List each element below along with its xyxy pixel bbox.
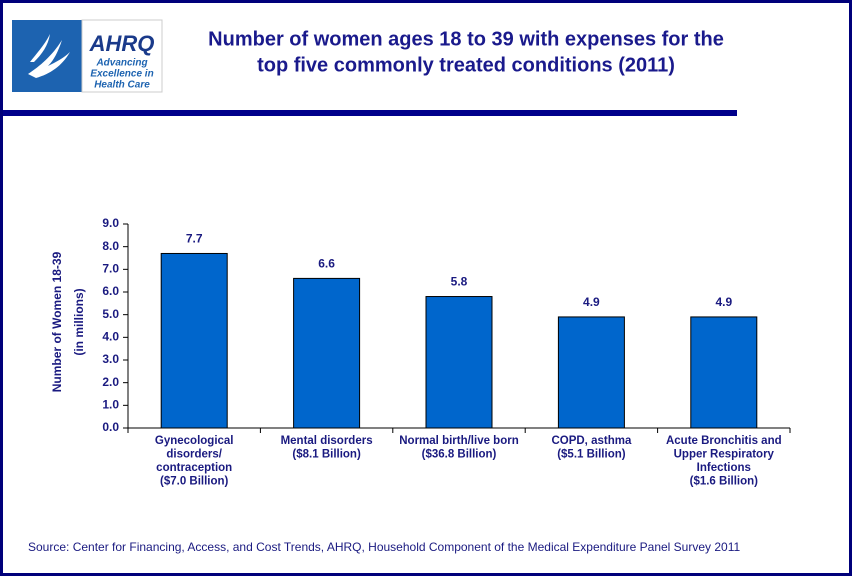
x-tick-label: Upper Respiratory xyxy=(674,449,775,461)
y-tick-label: 9.0 xyxy=(102,216,119,230)
bar xyxy=(557,316,625,429)
logo-tagline: Excellence in xyxy=(90,69,153,80)
y-axis-label: Number of Women 18-39 xyxy=(50,251,64,392)
x-tick-label: ($36.8 Billion) xyxy=(422,449,497,461)
x-tick-label: disorders/ xyxy=(166,449,222,461)
y-tick-label: 4.0 xyxy=(102,330,119,344)
logo: AHRQ Advancing Excellence in Health Care xyxy=(12,19,163,93)
y-tick-label: 0.0 xyxy=(102,420,119,434)
y-tick-label: 6.0 xyxy=(102,284,119,298)
bar xyxy=(690,316,758,429)
chart-title: top five commonly treated conditions (20… xyxy=(257,54,675,76)
y-tick-label: 1.0 xyxy=(102,398,119,412)
logo-tagline: Advancing xyxy=(95,58,147,69)
x-tick-label: Infections xyxy=(697,462,751,474)
x-tick-label: ($1.6 Billion) xyxy=(690,476,759,488)
x-tick-label: Acute Bronchitis and xyxy=(666,435,782,447)
x-tick-label: ($5.1 Billion) xyxy=(557,449,626,461)
logo-name: AHRQ xyxy=(89,31,155,56)
hhs-seal xyxy=(12,20,82,92)
eagle-icon xyxy=(28,40,70,78)
x-tick-label: Gynecological xyxy=(155,435,234,447)
x-tick-label: COPD, asthma xyxy=(551,435,631,447)
y-tick-label: 5.0 xyxy=(102,307,119,321)
chart-title: Number of women ages 18 to 39 with expen… xyxy=(208,28,724,50)
bar xyxy=(425,296,493,429)
y-tick-label: 3.0 xyxy=(102,352,119,366)
x-tick-label: Normal birth/live born xyxy=(399,435,519,447)
ahrq-box xyxy=(81,19,163,93)
logo-tagline: Health Care xyxy=(94,80,150,91)
x-tick-label: contraception xyxy=(156,462,232,474)
y-tick-label: 7.0 xyxy=(102,262,119,276)
bar xyxy=(293,277,361,429)
header-rule xyxy=(3,110,737,116)
x-tick-label: ($7.0 Billion) xyxy=(160,476,229,488)
bar xyxy=(160,252,228,429)
data-label: 7.7 xyxy=(186,232,203,246)
data-label: 4.9 xyxy=(583,295,600,309)
source-note: Source: Center for Financing, Access, an… xyxy=(28,540,740,554)
y-tick-label: 2.0 xyxy=(102,375,119,389)
data-label: 5.8 xyxy=(451,275,468,289)
y-tick-label: 8.0 xyxy=(102,239,119,253)
y-axis-label: (in millions) xyxy=(72,288,86,355)
data-label: 6.6 xyxy=(318,257,335,271)
data-label: 4.9 xyxy=(715,295,732,309)
x-tick-label: Mental disorders xyxy=(281,435,373,447)
x-tick-label: ($8.1 Billion) xyxy=(292,449,361,461)
